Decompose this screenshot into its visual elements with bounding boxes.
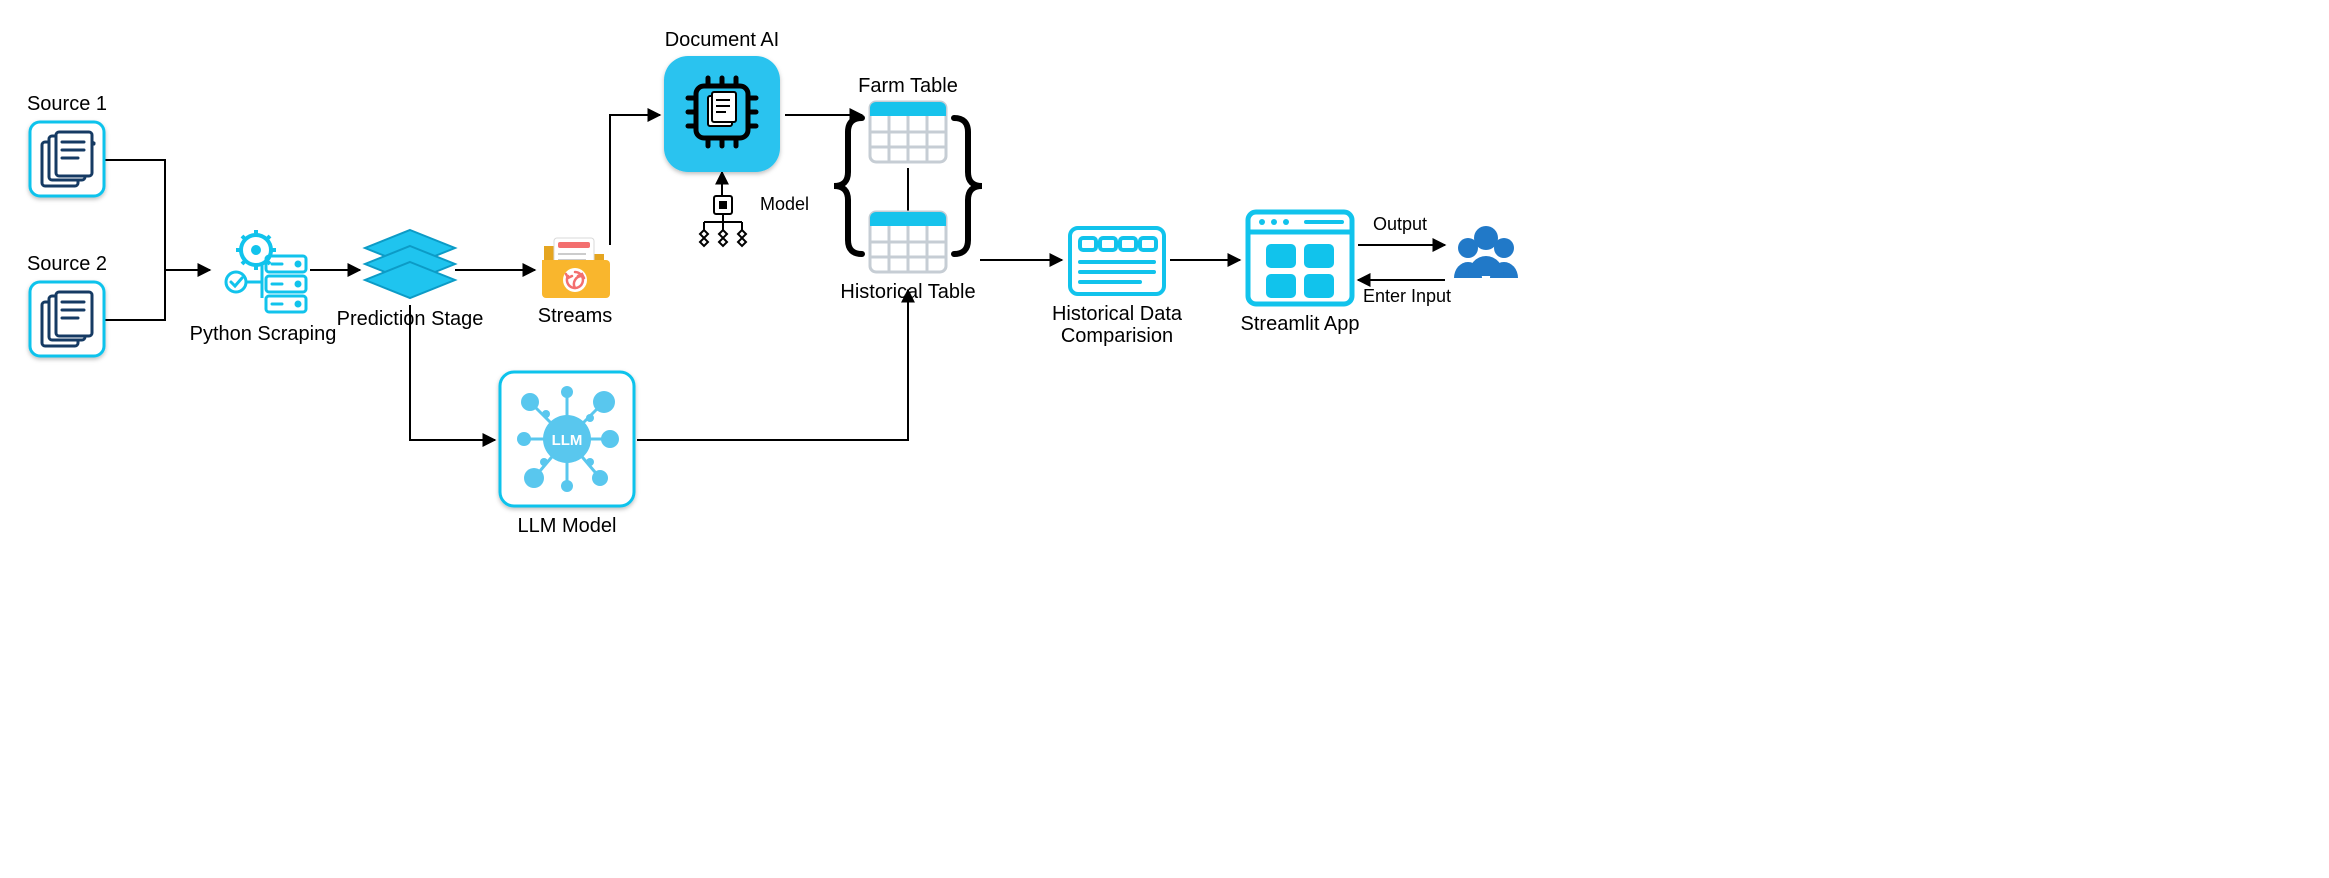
node-comparison: Historical Data Comparision xyxy=(1052,228,1183,347)
model-chip-tree-icon xyxy=(700,196,746,246)
node-streams: Streams xyxy=(538,238,612,327)
label-docai: Document AI xyxy=(665,29,780,51)
label-source1: Source 1 xyxy=(27,93,107,115)
label-comparison-2: Comparision xyxy=(1061,325,1173,347)
node-source1: Source 1 xyxy=(27,93,107,196)
node-model: Model xyxy=(700,194,809,246)
gear-server-icon xyxy=(226,230,306,312)
node-streamlit: Streamlit App xyxy=(1241,212,1360,335)
label-historical: Historical Table xyxy=(840,281,975,303)
edge-label-enter-input: Enter Input xyxy=(1363,286,1451,306)
table-grid-icon xyxy=(870,212,946,272)
data-grid-icon xyxy=(1070,228,1164,294)
label-streamlit: Streamlit App xyxy=(1241,313,1360,335)
svg-text:LLM: LLM xyxy=(552,432,583,449)
label-prediction: Prediction Stage xyxy=(337,308,484,330)
label-farm: Farm Table xyxy=(858,75,958,97)
label-model: Model xyxy=(760,194,809,214)
node-scraping: Python Scraping xyxy=(190,230,337,345)
document-stack-icon xyxy=(42,132,94,186)
table-grid-icon xyxy=(870,102,946,162)
folder-refresh-icon xyxy=(542,238,610,298)
node-docai: Document AI xyxy=(664,29,780,172)
label-comparison-1: Historical Data xyxy=(1052,303,1183,325)
node-prediction: Prediction Stage xyxy=(337,230,484,330)
node-llm: LLM LLM Model xyxy=(500,372,634,537)
users-icon xyxy=(1454,226,1518,278)
edge-label-output: Output xyxy=(1373,214,1427,234)
node-source2: Source 2 xyxy=(27,253,107,356)
document-stack-icon xyxy=(42,292,92,346)
label-streams: Streams xyxy=(538,305,612,327)
node-users xyxy=(1454,226,1518,278)
chip-icon xyxy=(688,78,756,146)
layers-icon xyxy=(365,230,455,298)
architecture-flowchart: Output Enter Input Source 1 Source 2 xyxy=(0,0,1553,585)
label-scraping: Python Scraping xyxy=(190,323,337,345)
llm-network-icon: LLM xyxy=(517,386,619,492)
label-source2: Source 2 xyxy=(27,253,107,275)
label-llm: LLM Model xyxy=(518,515,617,537)
app-window-icon xyxy=(1248,212,1352,304)
